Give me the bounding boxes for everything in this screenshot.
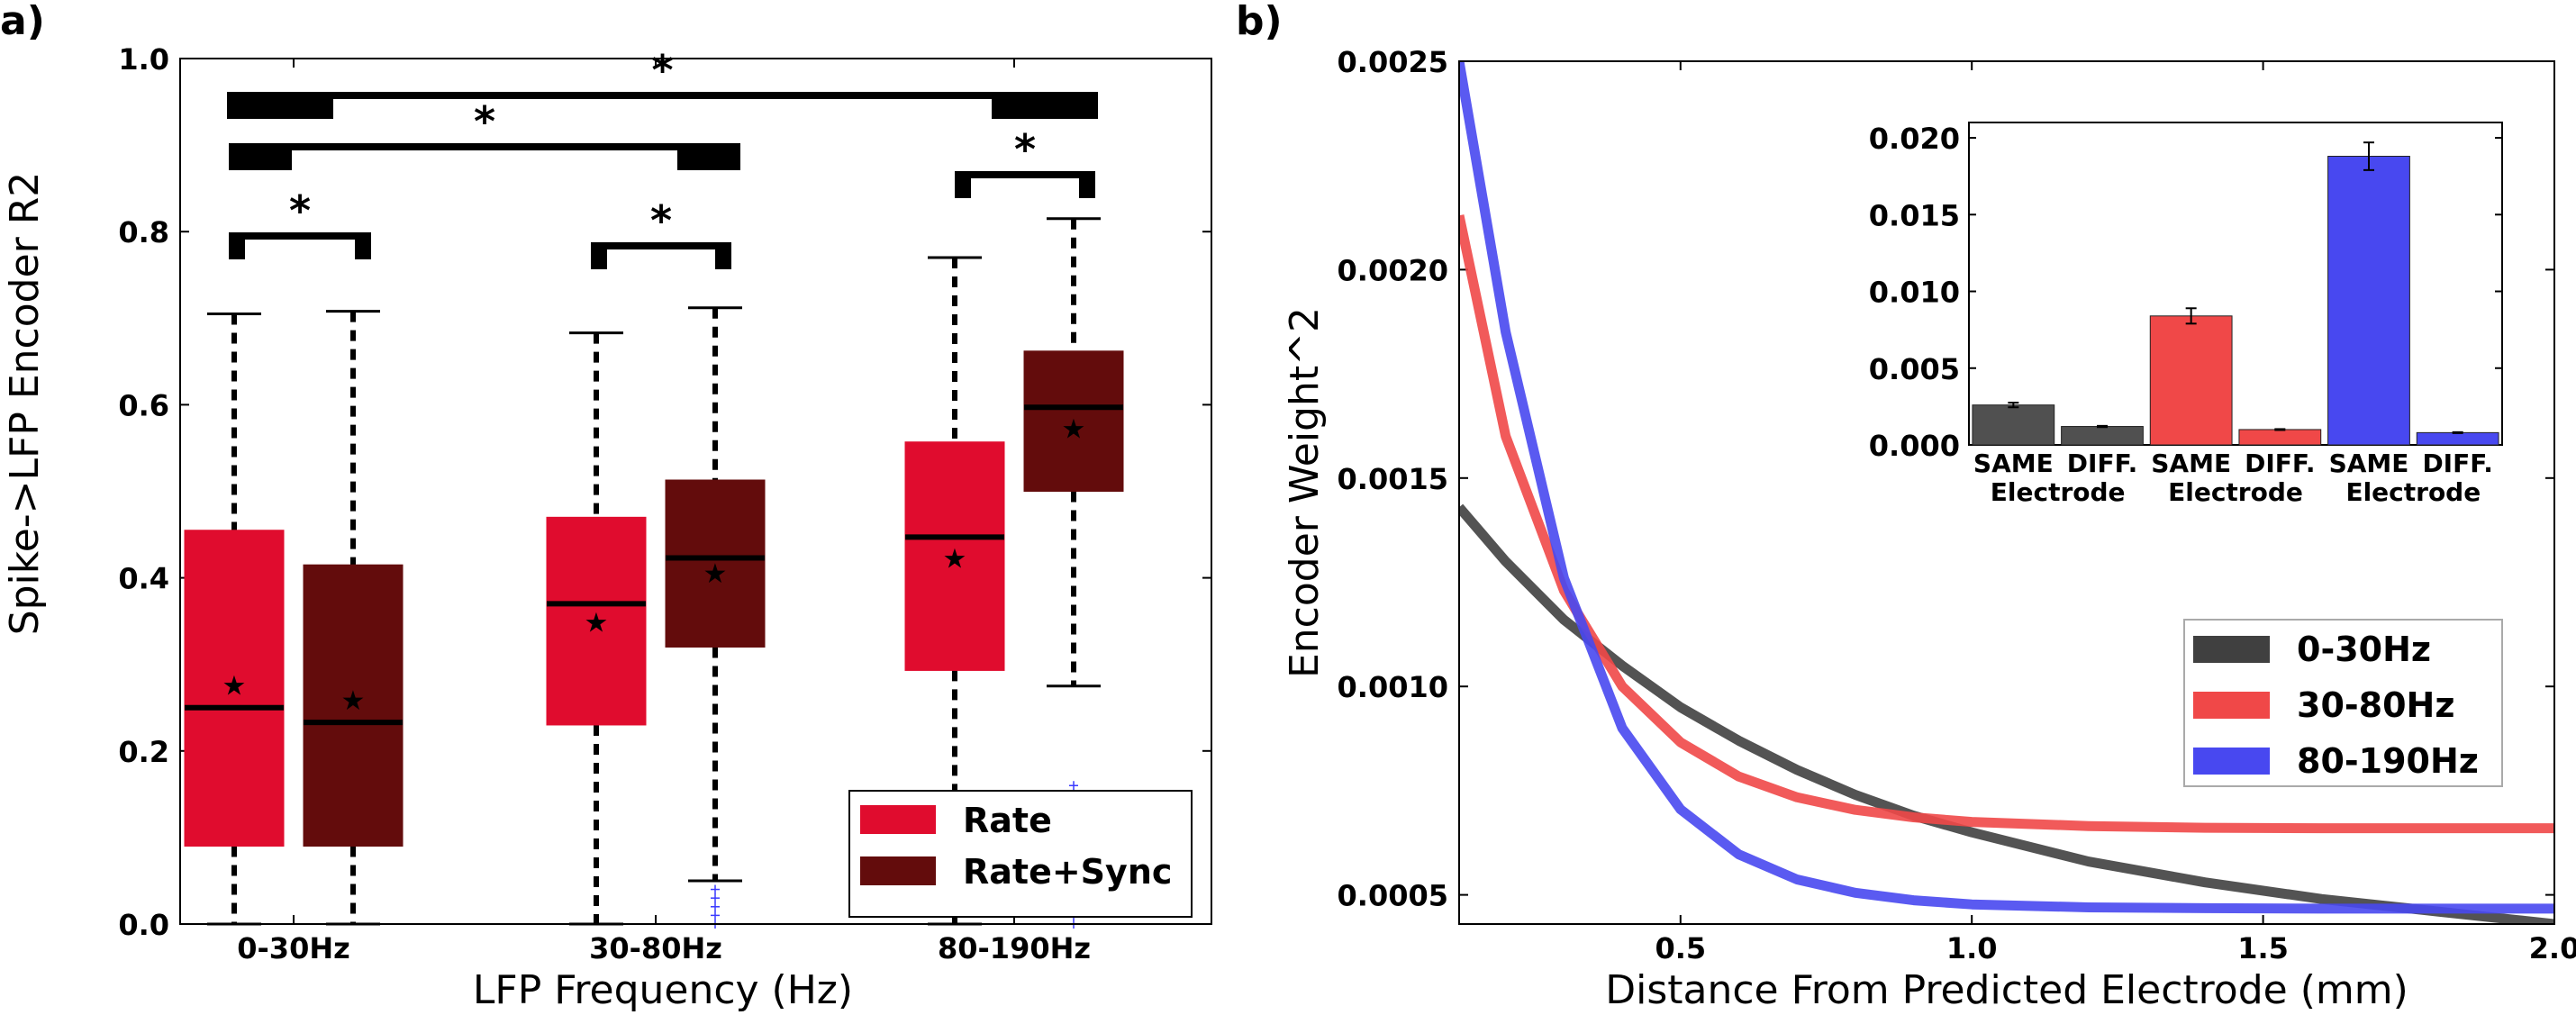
- box-rate: [184, 530, 285, 847]
- inset-bar: [2149, 315, 2233, 446]
- inset-x-label-diff: DIFF.: [2422, 449, 2492, 478]
- series-line-80-190hz: [1459, 61, 2554, 914]
- significance-end-left: [227, 92, 333, 119]
- inset-bar: [2238, 429, 2322, 446]
- inset-x-label-diff: DIFF.: [2245, 449, 2315, 478]
- box-mean-star: ★: [341, 685, 366, 717]
- y-tick-label-b: 0.0015: [1338, 462, 1448, 496]
- significance-end-left: [229, 143, 292, 170]
- x-tick-label-a: 0-30Hz: [237, 931, 349, 965]
- panel-b: b) 0.0005 0.0010 0.0015 0.0020 0.0025 0.5 1.0 1…: [1236, 0, 2576, 1013]
- panel-a-plot: 0.0 0.2 0.4 0.6 0.8 1.0 0-30Hz 30-80Hz 80-190Hz ★…: [118, 42, 1211, 965]
- x-tick-label-b: 0.5: [1655, 931, 1706, 965]
- box-rate: [904, 441, 1005, 671]
- y-axis-label-b: Encoder Weight^2: [1282, 307, 1328, 678]
- inset-x-label-same: SAME: [1973, 449, 2054, 478]
- significance-end-right: [677, 143, 740, 170]
- box-rate-sync: [665, 479, 766, 648]
- x-axis-label-a: LFP Frequency (Hz): [473, 967, 853, 1013]
- box-mean-star: ★: [943, 543, 967, 575]
- series-lines: [1459, 61, 2554, 924]
- inset-x-sublabel: Electrode: [1991, 477, 2126, 507]
- legend-a-entry-rate-sync: Rate+Sync: [963, 852, 1172, 892]
- x-tick-label-a: 80-190Hz: [938, 931, 1091, 965]
- significance-end-right: [1079, 171, 1095, 198]
- legend-b-swatch: [2193, 636, 2270, 663]
- legend-b-entry: 0-30Hz: [2297, 630, 2431, 669]
- y-tick-label-b: 0.0005: [1338, 879, 1448, 913]
- box-rate-sync: [1023, 350, 1124, 492]
- box-mean-star: ★: [222, 671, 247, 702]
- panel-b-plot: 0.0005 0.0010 0.0015 0.0020 0.0025 0.5 1.0 1.5 2…: [1338, 45, 2576, 965]
- x-tick-label-b: 1.0: [1946, 931, 1998, 965]
- significance-label: *: [289, 186, 311, 235]
- inset-x-label-diff: DIFF.: [2067, 449, 2137, 478]
- box-rate-sync: [303, 564, 404, 847]
- box-mean-star: ★: [585, 608, 609, 639]
- inset-bar: [2061, 426, 2144, 446]
- significance-label: *: [1014, 125, 1036, 174]
- legend-b-entry: 80-190Hz: [2297, 741, 2479, 781]
- inset-x-sublabel: Electrode: [2168, 477, 2303, 507]
- y-tick-label-a: 0.6: [118, 388, 169, 422]
- x-axis-label-b: Distance From Predicted Electrode (mm): [1605, 967, 2408, 1013]
- inset-bar: [1972, 404, 2055, 446]
- y-tick-label-b: 0.0025: [1338, 45, 1448, 79]
- significance-end-right: [992, 92, 1098, 119]
- box-mean-star: ★: [703, 558, 728, 590]
- panel-a: a) 0.0 0.2 0.4 0.6 0.8 1.0 0-30Hz 30-80Hz 80-190…: [0, 0, 1212, 1013]
- inset-y-tick-label: 0.000: [1869, 429, 1960, 463]
- inset-bar: [2416, 431, 2499, 446]
- significance-end-right: [355, 232, 371, 259]
- inset-y-tick-label: 0.010: [1869, 276, 1960, 310]
- legend-a: Rate Rate+Sync: [848, 790, 1193, 918]
- inset-x-label-same: SAME: [2151, 449, 2231, 478]
- panel-a-frame: [179, 58, 1212, 925]
- inset-x-label-same: SAME: [2329, 449, 2409, 478]
- y-axis-label-a: Spike->LFP Encoder R2: [2, 172, 48, 636]
- significance-end-left: [591, 242, 607, 269]
- significance-label: *: [474, 97, 495, 146]
- panel-b-frame: [1458, 60, 2555, 925]
- legend-b-swatch: [2193, 692, 2270, 719]
- y-tick-label-a: 0.8: [118, 215, 169, 249]
- legend-b-entry: 30-80Hz: [2297, 685, 2454, 725]
- inset-frame: [1968, 122, 2503, 446]
- y-tick-label-a: 0.4: [118, 562, 169, 596]
- y-tick-label-b: 0.0010: [1338, 670, 1448, 704]
- y-tick-label-b: 0.0020: [1338, 253, 1448, 287]
- y-tick-label-a: 1.0: [118, 42, 169, 77]
- significance-end-right: [715, 242, 731, 269]
- box-rate: [546, 516, 647, 726]
- panel-label-a: a): [0, 0, 45, 44]
- significance-end-left: [955, 171, 971, 198]
- legend-b-swatch: [2193, 748, 2270, 775]
- inset-y-tick-label: 0.005: [1869, 352, 1960, 386]
- inset-y-tick-label: 0.020: [1869, 122, 1960, 156]
- legend-b: 0-30Hz 30-80Hz 80-190Hz: [2183, 619, 2503, 787]
- significance-label: *: [650, 196, 672, 245]
- panel-label-b: b): [1236, 0, 1283, 44]
- x-tick-label-b: 1.5: [2237, 931, 2289, 965]
- y-tick-label-a: 0.2: [118, 735, 169, 769]
- inset-x-sublabel: Electrode: [2345, 477, 2481, 507]
- box-mean-star: ★: [1062, 413, 1086, 445]
- inset-y-tick-label: 0.015: [1869, 198, 1960, 232]
- x-tick-label-b: 2.0: [2529, 931, 2576, 965]
- legend-a-swatch-rate: [860, 805, 936, 834]
- inset-bar: [2327, 156, 2410, 446]
- significance-end-left: [229, 232, 245, 259]
- x-tick-label-a: 30-80Hz: [589, 931, 722, 965]
- y-tick-label-a: 0.0: [118, 908, 169, 942]
- legend-a-entry-rate: Rate: [963, 801, 1052, 840]
- legend-a-swatch-rate-sync: [860, 856, 936, 885]
- significance-label: *: [651, 46, 673, 95]
